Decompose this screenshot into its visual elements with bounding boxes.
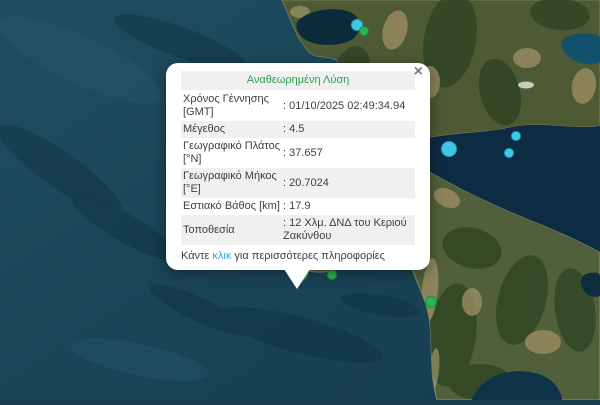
latitude-value: : 37.657 [283,146,323,159]
magnitude-value: : 4.5 [283,123,305,135]
longitude-value: : 20.7024 [283,176,329,189]
popup-tail [284,269,310,289]
latitude-label: Γεωγραφικό Πλάτος [°N] [183,140,281,165]
row-magnitude: Μέγεθος : 4.5 [181,121,415,138]
footer-text-prefix: Κάντε [181,250,213,262]
origin-time-label: Χρόνος Γέννησης [GMT] [183,93,269,118]
popup-title: Αναθεωρημένη Λύση [181,71,415,90]
row-depth: Εστιακό Βάθος [km] : 17.9 [181,198,415,215]
earthquake-marker[interactable] [359,26,369,36]
row-origin-time: Χρόνος Γέννησης [GMT] : 01/10/2025 02:49… [181,91,415,121]
more-info-link[interactable]: κλικ [212,250,232,262]
row-latitude: Γεωγραφικό Πλάτος [°N] : 37.657 [181,138,415,168]
earthquake-marker[interactable] [327,270,337,280]
location-value: : 12 Χλμ. ΔΝΔ του Κεριού Ζακύνθου [283,217,407,242]
depth-value: : 17.9 [283,200,311,212]
row-longitude: Γεωγραφικό Μήκος [°E] : 20.7024 [181,168,415,198]
longitude-label: Γεωγραφικό Μήκος [°E] [183,170,277,195]
popup-footer: Κάντε κλικ για περισσότερες πληροφορίες [181,245,415,263]
magnitude-label: Μέγεθος [183,123,226,135]
earthquake-marker[interactable] [511,131,521,141]
depth-label: Εστιακό Βάθος [km] [183,200,280,212]
earthquake-marker[interactable] [425,296,437,308]
earthquake-marker[interactable] [504,148,514,158]
row-location: Τοποθεσία : 12 Χλμ. ΔΝΔ του Κεριού Ζακύν… [181,215,415,245]
earthquake-info-popup: × Αναθεωρημένη Λύση Χρόνος Γέννησης [GMT… [166,63,430,289]
location-label: Τοποθεσία [183,223,235,236]
earthquake-marker[interactable] [441,141,457,157]
footer-text-suffix: για περισσότερες πληροφορίες [231,250,385,262]
origin-time-value: : 01/10/2025 02:49:34.94 [283,99,406,112]
close-icon[interactable]: × [413,63,423,80]
